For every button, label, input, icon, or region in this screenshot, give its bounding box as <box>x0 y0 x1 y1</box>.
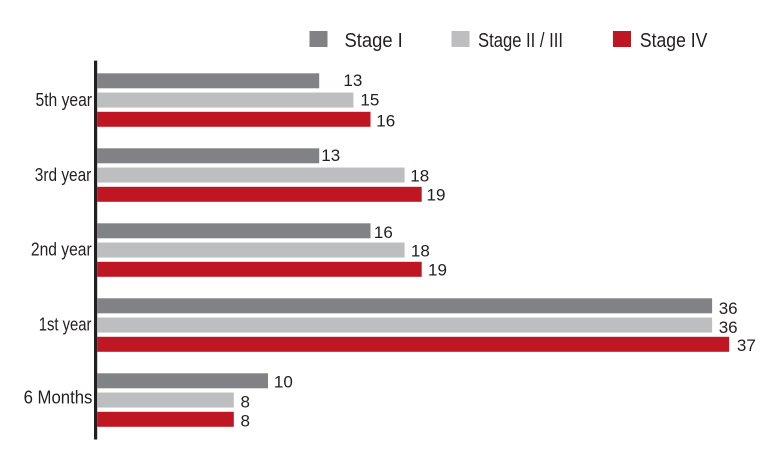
svg-text:36: 36 <box>719 318 738 337</box>
svg-text:1st year: 1st year <box>39 315 92 335</box>
svg-text:16: 16 <box>374 223 393 242</box>
svg-text:36: 36 <box>719 299 738 318</box>
svg-text:18: 18 <box>411 241 430 260</box>
svg-text:6 Months: 6 Months <box>24 387 93 407</box>
svg-text:8: 8 <box>241 392 250 411</box>
svg-text:Stage II / III: Stage II / III <box>478 30 563 52</box>
svg-text:37: 37 <box>737 336 756 355</box>
svg-text:3rd year: 3rd year <box>35 165 92 185</box>
svg-text:16: 16 <box>376 111 395 130</box>
svg-text:13: 13 <box>321 146 340 165</box>
svg-text:Stage IV: Stage IV <box>640 30 708 52</box>
svg-text:10: 10 <box>274 372 293 391</box>
svg-text:18: 18 <box>410 166 429 185</box>
svg-text:15: 15 <box>360 90 379 109</box>
svg-text:2nd year: 2nd year <box>31 239 92 259</box>
svg-text:19: 19 <box>427 186 446 205</box>
svg-text:8: 8 <box>241 412 250 431</box>
svg-text:5th year: 5th year <box>36 90 93 110</box>
svg-text:19: 19 <box>428 261 447 280</box>
svg-text:13: 13 <box>343 71 362 90</box>
svg-text:Stage I: Stage I <box>345 30 403 52</box>
